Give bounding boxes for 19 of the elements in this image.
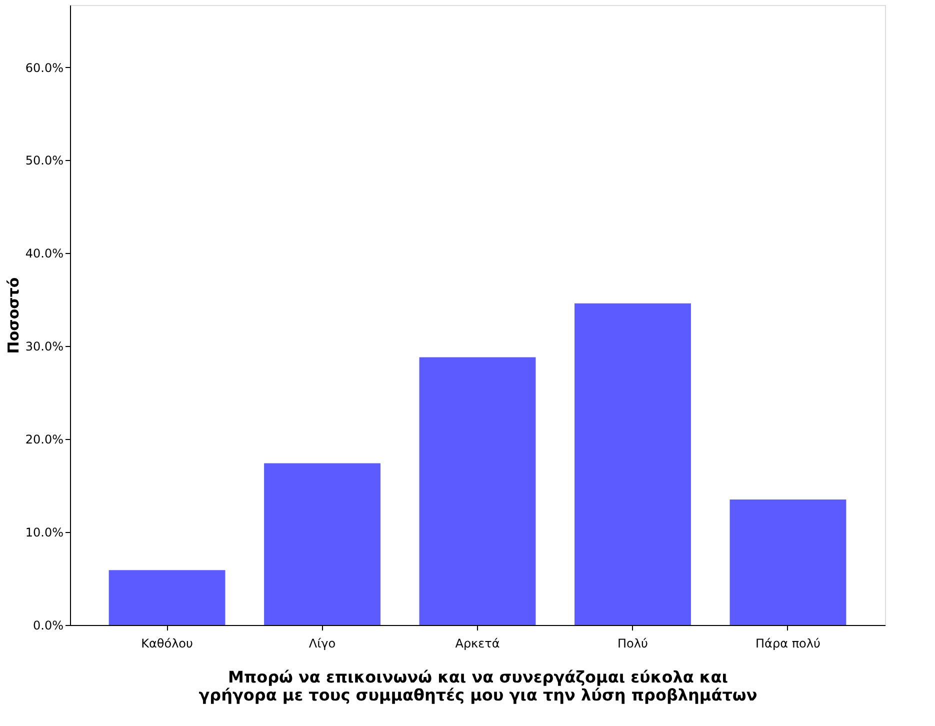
y-tick-label: 50.0%	[25, 154, 64, 168]
x-tick-label: Αρκετά	[455, 636, 500, 650]
y-tick-label: 60.0%	[25, 60, 64, 75]
bar	[574, 303, 691, 625]
bar	[730, 500, 846, 625]
bar	[108, 570, 226, 625]
x-tick-label: Καθόλου	[141, 636, 193, 650]
x-axis-title: Μπορώ να επικοινωνώ και να συνεργάζομαι εύκολα και γρήγορα με τους συμμαθητές μου για την λύση προβλημάτων	[198, 668, 758, 704]
y-tick-label: 20.0%	[25, 432, 64, 447]
y-axis-title: Ποσοστό	[4, 277, 22, 354]
y-tick-label: 0.0%	[33, 618, 64, 632]
x-tick-label: Λίγο	[308, 636, 336, 650]
y-tick-label: 40.0%	[25, 246, 64, 261]
y-tick-label: 30.0%	[25, 340, 64, 354]
bar	[419, 357, 536, 625]
y-tick-label: 10.0%	[25, 526, 64, 540]
x-tick-label: Πάρα πολύ	[756, 636, 820, 650]
x-tick-label: Πολύ	[618, 636, 648, 650]
bar	[264, 463, 380, 625]
